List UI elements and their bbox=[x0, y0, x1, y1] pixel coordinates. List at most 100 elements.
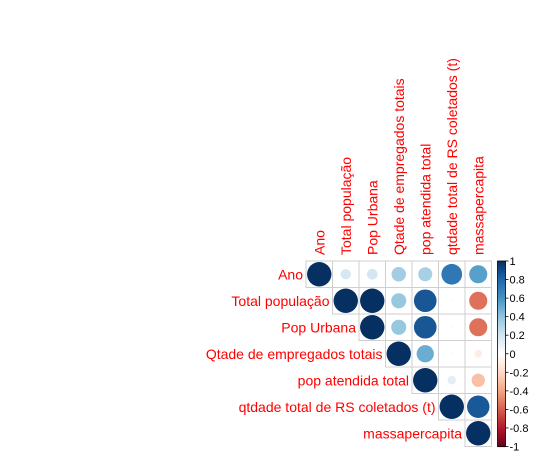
colorbar-tick-label: 0.6 bbox=[510, 293, 525, 305]
colorbar-tick-label: -0.8 bbox=[510, 423, 529, 435]
corr-circle-0-2 bbox=[366, 268, 378, 280]
colorbar-segment bbox=[497, 266, 506, 270]
colorbar-segment bbox=[497, 370, 506, 373]
colorbar-segment bbox=[497, 270, 506, 273]
colorbar-segment bbox=[497, 376, 506, 379]
column-label: massapercapita bbox=[470, 156, 486, 255]
corr-circle-0-5 bbox=[441, 263, 463, 285]
corr-circle-5-6 bbox=[467, 395, 490, 418]
colorbar-segment bbox=[497, 320, 506, 323]
column-label: Total população bbox=[338, 157, 354, 255]
colorbar-segment bbox=[497, 325, 506, 329]
colorbar-segment bbox=[497, 309, 506, 312]
colorbar-segment bbox=[497, 294, 506, 297]
corr-circle-1-5 bbox=[450, 299, 454, 303]
colorbar-segment bbox=[497, 353, 506, 357]
corr-circle-3-3 bbox=[386, 341, 411, 366]
colorbar-segment bbox=[497, 424, 506, 427]
corr-circle-1-6 bbox=[469, 291, 488, 310]
row-label: Pop Urbana bbox=[281, 319, 356, 335]
row-label: massapercapita bbox=[363, 425, 462, 441]
colorbar-segment bbox=[497, 431, 506, 435]
colorbar-segment bbox=[497, 440, 506, 444]
corr-circle-0-1 bbox=[340, 269, 351, 280]
colorbar-segment bbox=[497, 374, 506, 377]
colorbar-segment bbox=[497, 398, 506, 401]
corr-circle-3-6 bbox=[474, 349, 483, 358]
colorbar-segment bbox=[497, 290, 506, 294]
colorbar-segment bbox=[497, 388, 506, 392]
colorbar-segment bbox=[497, 292, 506, 295]
colorbar-segment bbox=[497, 296, 506, 299]
colorbar-segment bbox=[497, 303, 506, 307]
row-labels: Ano Total população Pop Urbana Qtade de emp… bbox=[206, 266, 462, 441]
colorbar-segment bbox=[497, 414, 506, 418]
colorbar-segment bbox=[497, 409, 506, 412]
colorbar-segment bbox=[497, 377, 506, 381]
colorbar-segment bbox=[497, 312, 506, 316]
colorbar-segment bbox=[497, 344, 506, 347]
colorbar-segment bbox=[497, 338, 506, 342]
colorbar-segment bbox=[497, 331, 506, 334]
colorbar-segment bbox=[497, 426, 506, 429]
colorbar-segment bbox=[497, 262, 506, 266]
colorbar-segment bbox=[497, 329, 506, 333]
colorbar-segment bbox=[497, 429, 506, 433]
colorbar-segment bbox=[497, 340, 506, 344]
colorbar-segment bbox=[497, 342, 506, 346]
colorbar-segment bbox=[497, 264, 506, 268]
corr-circle-4-6 bbox=[471, 373, 485, 387]
corr-circle-6-6 bbox=[466, 421, 491, 446]
colorbar-segment bbox=[497, 285, 506, 288]
colorbar-segment bbox=[497, 361, 506, 364]
corr-circle-1-3 bbox=[391, 293, 407, 309]
colorbar-segment bbox=[497, 318, 506, 321]
colorbar-tick-label: 0 bbox=[510, 349, 516, 361]
corr-circle-2-6 bbox=[469, 318, 488, 337]
colorbar-segment bbox=[497, 439, 506, 442]
colorbar-segment bbox=[497, 316, 506, 320]
colorbar-tick-label: -0.6 bbox=[510, 404, 529, 416]
colorbar-segment bbox=[497, 387, 506, 390]
colorbar-segment bbox=[497, 350, 506, 353]
colorbar-segment bbox=[497, 413, 506, 416]
colorbar-segment bbox=[497, 422, 506, 425]
colorbar-segment bbox=[497, 368, 506, 372]
colorbar-segment bbox=[497, 337, 506, 340]
colorbar-segment bbox=[497, 335, 506, 338]
colorbar-segment bbox=[497, 405, 506, 409]
colorbar-segment bbox=[497, 298, 506, 301]
colorbar-segment bbox=[497, 427, 506, 431]
colorbar-segment bbox=[497, 324, 506, 327]
corr-circle-4-4 bbox=[413, 368, 438, 393]
corr-circle-2-5 bbox=[450, 325, 454, 329]
row-label: pop atendida total bbox=[298, 372, 409, 388]
corr-circle-5-5 bbox=[439, 394, 464, 419]
colorbar-segment bbox=[497, 394, 506, 398]
row-label: Qtade de empregados totais bbox=[206, 346, 383, 362]
colorbar-segment bbox=[497, 357, 506, 360]
colorbar-segment bbox=[497, 286, 506, 290]
colorbar-segment bbox=[497, 372, 506, 375]
colorbar-segment bbox=[497, 346, 506, 349]
corr-circle-2-4 bbox=[413, 315, 437, 339]
colorbar-segment bbox=[497, 268, 506, 271]
colorbar: 1 0.8 0.6 0.4 0.2 0 -0.2 -0.4 -0.6 -0.8 -1 bbox=[497, 256, 529, 454]
colorbar-segment bbox=[497, 433, 506, 436]
colorbar-segment bbox=[497, 396, 506, 399]
colorbar-tick-label: 0.8 bbox=[510, 275, 525, 287]
circle-layer bbox=[307, 262, 491, 446]
column-labels: Ano Total população Pop Urbana Qtade de emp… bbox=[311, 58, 486, 255]
colorbar-segment bbox=[497, 275, 506, 279]
corr-circle-1-2 bbox=[360, 288, 385, 313]
corr-circle-0-3 bbox=[391, 267, 406, 282]
colorbar-tick-label: 0.2 bbox=[510, 330, 525, 342]
colorbar-segment bbox=[497, 261, 506, 264]
corr-circle-1-1 bbox=[333, 288, 358, 313]
colorbar-segment bbox=[497, 333, 506, 336]
corr-circle-4-5 bbox=[447, 376, 456, 385]
colorbar-segment bbox=[497, 364, 506, 368]
colorbar-segment bbox=[497, 437, 506, 440]
colorbar-segment bbox=[497, 420, 506, 423]
